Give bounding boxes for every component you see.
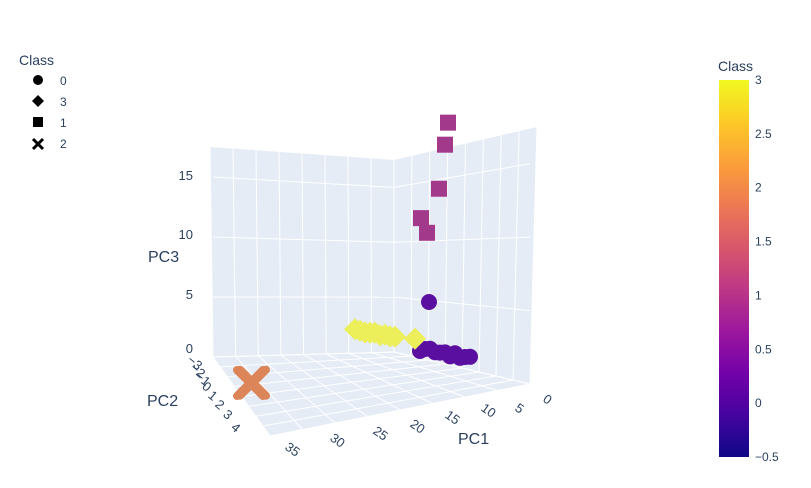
data-point-class-0[interactable] xyxy=(462,348,478,365)
gridlines xyxy=(209,126,538,437)
data-point-class-2[interactable] xyxy=(236,365,270,400)
legend-label: 3 xyxy=(60,95,67,109)
grid-line xyxy=(325,353,433,404)
grid-line xyxy=(371,352,498,391)
grid-line xyxy=(248,371,480,407)
grid-line xyxy=(461,143,466,369)
grid-line xyxy=(444,147,449,365)
pc1-tick-label: 30 xyxy=(327,430,347,451)
legend-item[interactable]: 0 xyxy=(33,74,67,88)
grid-line xyxy=(427,151,431,361)
pc2-tick-label: 4 xyxy=(228,419,243,435)
grid-line xyxy=(255,150,259,356)
pc1-tick-label: 20 xyxy=(407,416,427,437)
data-point-class-3[interactable] xyxy=(384,325,406,348)
pc1-tick-label: 25 xyxy=(370,423,390,444)
legend-item[interactable]: 3 xyxy=(32,95,67,109)
grid-line xyxy=(278,151,282,356)
grid-line xyxy=(512,131,520,381)
legend-label: 1 xyxy=(60,116,67,130)
pc1-tick-label: 5 xyxy=(512,400,527,416)
grid-line xyxy=(255,375,497,417)
colorbar-tick-label: 0.5 xyxy=(755,342,772,356)
grid-line xyxy=(212,351,395,358)
colorbar-tick-label: 2 xyxy=(755,181,762,195)
pc1-tick-label: 0 xyxy=(540,391,555,407)
grid-line xyxy=(301,153,304,355)
grid-line xyxy=(495,135,502,377)
pc1-axis-title: PC1 xyxy=(458,431,489,448)
colorbar-scale xyxy=(719,80,749,457)
grid-line xyxy=(393,236,531,243)
colorbar-tick-label: 0 xyxy=(755,396,762,410)
markers xyxy=(233,114,478,400)
pc3-tick-label: 5 xyxy=(186,287,193,302)
legend-title: Class xyxy=(19,52,54,68)
data-point-class-3[interactable] xyxy=(404,327,426,350)
colorbar-tick-label: 3 xyxy=(755,73,762,87)
colorbar-tick-label: 2.5 xyxy=(755,127,772,141)
pc1-tick-label: 15 xyxy=(442,407,462,428)
data-point-class-1[interactable] xyxy=(413,210,429,227)
colorbar-tick-label: −0.5 xyxy=(755,450,779,464)
colorbar: Class 3 2.5 2 1.5 1 0.5 0 −0.5 xyxy=(718,58,779,464)
pc2-tick-label: −3 xyxy=(184,352,205,373)
legend-item[interactable]: 2 xyxy=(31,137,67,151)
pc1-tick-label: 10 xyxy=(478,400,498,421)
x-icon xyxy=(31,137,45,151)
pc2-axis-title: PC2 xyxy=(147,393,178,410)
pc2-tick-label: −1 xyxy=(192,368,213,389)
data-point-class-1[interactable] xyxy=(440,114,456,131)
data-point-class-0[interactable] xyxy=(421,294,437,310)
pc2-tick-label: −2 xyxy=(187,360,208,381)
colorbar-tick-label: 1.5 xyxy=(755,235,772,249)
colorbar-tick-label: 1 xyxy=(755,288,762,302)
grid-line xyxy=(269,383,531,437)
data-point-class-1[interactable] xyxy=(431,180,447,197)
colorbar-title: Class xyxy=(718,58,753,74)
pc1-tick-label: 35 xyxy=(282,439,302,460)
colorbar-ticks: 3 2.5 2 1.5 1 0.5 0 −0.5 xyxy=(755,73,779,464)
legend-item[interactable]: 1 xyxy=(33,116,67,130)
grid-line xyxy=(232,148,237,357)
grid-line xyxy=(209,146,214,358)
grid-line xyxy=(529,126,538,385)
legend-label: 2 xyxy=(60,137,67,151)
grid-line xyxy=(212,176,395,188)
grid-line xyxy=(348,352,466,398)
pc3-tick-label: 10 xyxy=(179,227,193,242)
grid-line xyxy=(478,139,484,373)
grid-line xyxy=(303,354,401,411)
circle-icon xyxy=(33,75,43,85)
pc2-tick-label: 3 xyxy=(220,406,235,422)
grid-line xyxy=(393,296,531,312)
legend: Class 0 3 1 2 xyxy=(19,52,67,151)
grid-line xyxy=(212,236,395,243)
grid-line xyxy=(393,163,531,188)
legend-label: 0 xyxy=(60,74,67,88)
grid-line xyxy=(347,156,350,354)
pc3-tick-label: 15 xyxy=(179,168,193,183)
data-point-class-1[interactable] xyxy=(437,136,453,153)
diamond-icon xyxy=(32,95,44,107)
pc3-tick-label: 0 xyxy=(186,341,193,356)
grid-line xyxy=(262,379,514,427)
grid-line xyxy=(410,155,413,357)
grid-line xyxy=(324,155,327,354)
data-point-class-1[interactable] xyxy=(419,224,435,241)
square-icon xyxy=(33,117,43,127)
pc3-axis-title: PC3 xyxy=(148,249,179,266)
